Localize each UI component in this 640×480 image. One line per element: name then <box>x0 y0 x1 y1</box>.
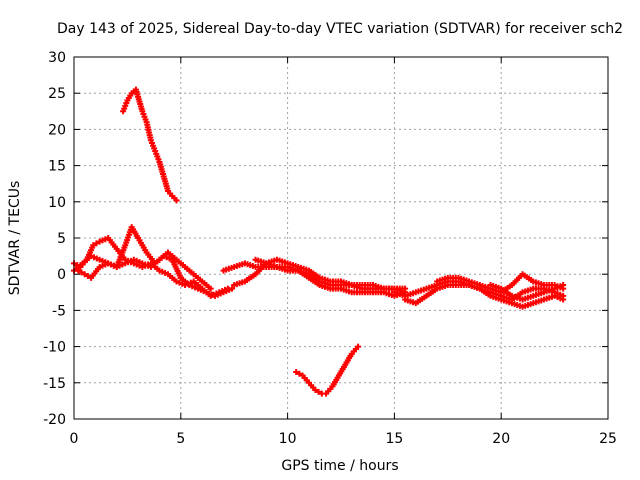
data-point <box>315 388 322 395</box>
data-point <box>173 197 180 204</box>
x-axis-label: GPS time / hours <box>281 458 398 474</box>
axis-ticks: 0 5 10 15 20 25 -20 -15 -10 -5 0 5 10 15 20 25 30 <box>43 50 617 447</box>
chart-title: Day 143 of 2025, Sidereal Day-to-day VTE… <box>57 21 623 37</box>
data-point <box>560 296 567 303</box>
data-point <box>78 269 85 276</box>
y-tick-label: 0 <box>57 267 66 283</box>
y-tick-label: -5 <box>52 303 66 319</box>
series-arc-f <box>252 256 409 299</box>
series-arc-j <box>487 282 567 303</box>
x-tick-label: 5 <box>176 431 185 447</box>
x-tick-label: 25 <box>599 431 617 447</box>
data-point <box>293 368 300 375</box>
y-axis-label: SDTVAR / TECUs <box>7 181 23 296</box>
data-points <box>71 86 567 397</box>
x-tick-label: 10 <box>279 431 297 447</box>
series-arc-high <box>120 86 180 204</box>
y-tick-label: 10 <box>48 195 66 211</box>
y-tick-label: 20 <box>48 122 66 138</box>
data-point <box>296 370 303 377</box>
grid-lines <box>74 57 608 419</box>
y-tick-label: -15 <box>43 376 66 392</box>
data-point <box>229 285 236 292</box>
y-tick-label: 30 <box>48 50 66 66</box>
series-arc-c <box>71 249 214 292</box>
y-tick-label: -20 <box>43 412 66 428</box>
data-point <box>560 282 567 289</box>
data-point <box>81 271 88 278</box>
y-tick-label: 5 <box>57 231 66 247</box>
y-tick-label: 25 <box>48 86 66 102</box>
y-tick-label: 15 <box>48 159 66 175</box>
x-tick-label: 15 <box>385 431 403 447</box>
y-tick-label: -10 <box>43 340 66 356</box>
series-arc-low <box>293 343 362 397</box>
data-point <box>93 240 100 247</box>
x-tick-label: 20 <box>492 431 510 447</box>
data-point <box>312 387 319 394</box>
data-point <box>90 242 97 249</box>
data-point <box>355 343 362 350</box>
x-tick-label: 0 <box>70 431 79 447</box>
data-point <box>207 285 214 292</box>
